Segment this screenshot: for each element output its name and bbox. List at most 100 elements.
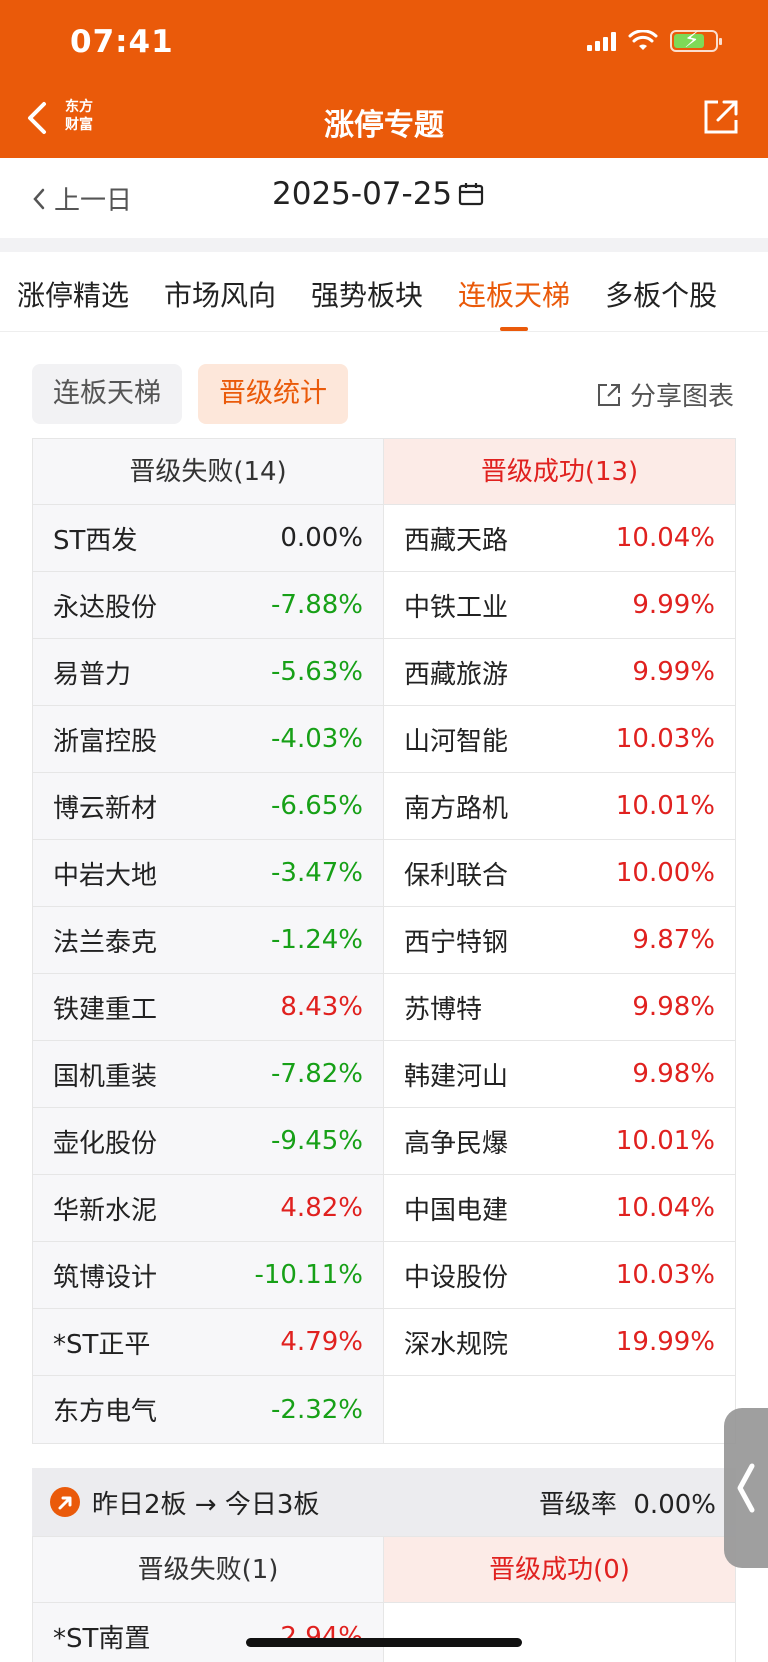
prev-day-button[interactable]: 上一日: [32, 180, 132, 217]
stock-row[interactable]: 中岩大地 -3.47%: [33, 840, 383, 907]
stock-name: 华新水泥: [53, 1195, 158, 1226]
success-column: 晋级成功(13) 西藏天路 10.04% 中铁工业 9.99% 西藏旅游 9.99% 山河智…: [384, 439, 735, 1443]
stock-name: 中国电建: [404, 1195, 509, 1226]
success-column: 晋级成功(0): [384, 1537, 735, 1662]
tab-bar: 涨停精选 市场风向 强势板块 连板天梯 多板个股: [0, 252, 768, 332]
stock-row[interactable]: *ST正平 4.79%: [33, 1309, 383, 1376]
stock-name: 永达股份: [53, 592, 158, 623]
change-percent: -5.63%: [271, 657, 363, 687]
share-chart-button[interactable]: 分享图表: [596, 376, 734, 413]
stock-row[interactable]: 中设股份 10.03%: [384, 1242, 735, 1309]
change-percent: 4.82%: [280, 1193, 363, 1223]
stock-row[interactable]: 西藏天路 10.04%: [384, 505, 735, 572]
promotion-rate: 晋级率 0.00%: [538, 1489, 716, 1520]
stock-name: 深水规院: [404, 1329, 509, 1360]
stock-row[interactable]: 华新水泥 4.82%: [33, 1175, 383, 1242]
fail-column: 晋级失败(14) ST西发 0.00% 永达股份 -7.88% 易普力 -5.63% 浙富控…: [33, 439, 384, 1443]
battery-icon: ⚡: [670, 28, 722, 53]
stock-row[interactable]: 博云新材 -6.65%: [33, 773, 383, 840]
change-percent: -7.82%: [271, 1059, 363, 1089]
share-icon[interactable]: [700, 96, 742, 138]
stock-row[interactable]: 东方电气 -2.32%: [33, 1376, 383, 1443]
stock-name: 苏博特: [404, 994, 483, 1025]
home-indicator: [246, 1638, 522, 1647]
change-percent: -9.45%: [271, 1126, 363, 1156]
stock-row[interactable]: 铁建重工 8.43%: [33, 974, 383, 1041]
fail-header: 晋级失败(14): [33, 439, 383, 505]
stock-row[interactable]: 西宁特钢 9.87%: [384, 907, 735, 974]
fail-header: 晋级失败(1): [33, 1537, 383, 1603]
stock-row[interactable]: 浙富控股 -4.03%: [33, 706, 383, 773]
change-percent: 9.98%: [632, 1059, 715, 1089]
stock-row[interactable]: ST西发 0.00%: [33, 505, 383, 572]
segment-jinji-tongji[interactable]: 晋级统计: [198, 364, 348, 424]
share-icon: [597, 383, 620, 406]
side-drawer-handle[interactable]: [724, 1408, 768, 1568]
stock-name: 中岩大地: [53, 860, 158, 891]
stock-name: 西藏旅游: [404, 659, 509, 690]
tab-qiangshi-bankuai[interactable]: 强势板块: [311, 279, 424, 312]
stock-row[interactable]: 深水规院 19.99%: [384, 1309, 735, 1376]
stock-row[interactable]: 西藏旅游 9.99%: [384, 639, 735, 706]
tab-shichang-fengxiang[interactable]: 市场风向: [164, 279, 277, 312]
promotion-table-2to3: 晋级失败(1) *ST南置 2.94% 晋级成功(0): [32, 1536, 736, 1662]
stock-row[interactable]: 南方路机 10.01%: [384, 773, 735, 840]
up-arrow-icon: [50, 1487, 80, 1517]
stock-name: 中铁工业: [404, 592, 509, 623]
change-percent: 9.99%: [632, 590, 715, 620]
stock-row[interactable]: 筑博设计 -10.11%: [33, 1242, 383, 1309]
stock-row[interactable]: 法兰泰克 -1.24%: [33, 907, 383, 974]
stock-row[interactable]: 山河智能 10.03%: [384, 706, 735, 773]
segment-lianban-tianti[interactable]: 连板天梯: [32, 364, 182, 424]
stock-row[interactable]: 韩建河山 9.98%: [384, 1041, 735, 1108]
tab-lianban-tianti[interactable]: 连板天梯: [458, 252, 570, 331]
change-percent: 9.87%: [632, 925, 715, 955]
tab-zhangting-jingxuan[interactable]: 涨停精选: [17, 279, 130, 312]
eastmoney-logo: 东方 财富: [65, 99, 93, 133]
promotion-table-3to4: 晋级失败(14) ST西发 0.00% 永达股份 -7.88% 易普力 -5.63% 浙富控…: [32, 438, 736, 1444]
change-percent: 0.00%: [280, 523, 363, 553]
header: 07:41 ⚡ 东方 财富 涨停专题: [0, 0, 768, 158]
stock-name: 西藏天路: [404, 525, 509, 556]
page-title: 涨停专题: [324, 108, 444, 143]
success-header: 晋级成功(13): [384, 439, 735, 505]
stock-row[interactable]: *ST南置 2.94%: [33, 1603, 383, 1662]
stock-name: 易普力: [53, 659, 132, 690]
change-percent: 10.01%: [615, 1126, 715, 1156]
change-percent: -4.03%: [271, 724, 363, 754]
chevron-left-icon: [737, 1463, 755, 1513]
date-picker[interactable]: 2025-07-25: [272, 176, 484, 212]
stock-row[interactable]: 苏博特 9.98%: [384, 974, 735, 1041]
change-percent: 10.04%: [615, 1193, 715, 1223]
change-percent: 2.94%: [280, 1621, 363, 1652]
stock-row[interactable]: 高争民爆 10.01%: [384, 1108, 735, 1175]
stock-row[interactable]: 国机重装 -7.82%: [33, 1041, 383, 1108]
stock-name: 法兰泰克: [53, 927, 158, 958]
stock-name: 壶化股份: [53, 1128, 158, 1159]
change-percent: 19.99%: [615, 1327, 715, 1357]
stock-row[interactable]: 保利联合 10.00%: [384, 840, 735, 907]
stock-name: *ST南置: [53, 1624, 151, 1654]
stock-name: 浙富控股: [53, 726, 158, 757]
stock-name: 山河智能: [404, 726, 509, 757]
chevron-left-icon: [33, 188, 45, 209]
stock-name: 铁建重工: [53, 994, 158, 1025]
change-percent: -6.65%: [271, 791, 363, 821]
stock-row[interactable]: 中铁工业 9.99%: [384, 572, 735, 639]
stock-row[interactable]: 中国电建 10.04%: [384, 1175, 735, 1242]
change-percent: 8.43%: [280, 992, 363, 1022]
stock-name: 高争民爆: [404, 1128, 509, 1159]
stock-row[interactable]: 易普力 -5.63%: [33, 639, 383, 706]
stock-name: *ST正平: [53, 1329, 151, 1360]
empty-row: [384, 1603, 735, 1662]
stock-row[interactable]: 壶化股份 -9.45%: [33, 1108, 383, 1175]
stock-name: 博云新材: [53, 793, 158, 824]
cellular-signal-icon: [587, 31, 616, 51]
section-label: 昨日2板 → 今日3板: [92, 1489, 320, 1520]
calendar-icon: [459, 183, 484, 206]
stock-row[interactable]: 永达股份 -7.88%: [33, 572, 383, 639]
stock-name: 筑博设计: [53, 1262, 158, 1293]
back-button[interactable]: [24, 100, 52, 136]
tab-duoban-gegu[interactable]: 多板个股: [605, 279, 718, 312]
